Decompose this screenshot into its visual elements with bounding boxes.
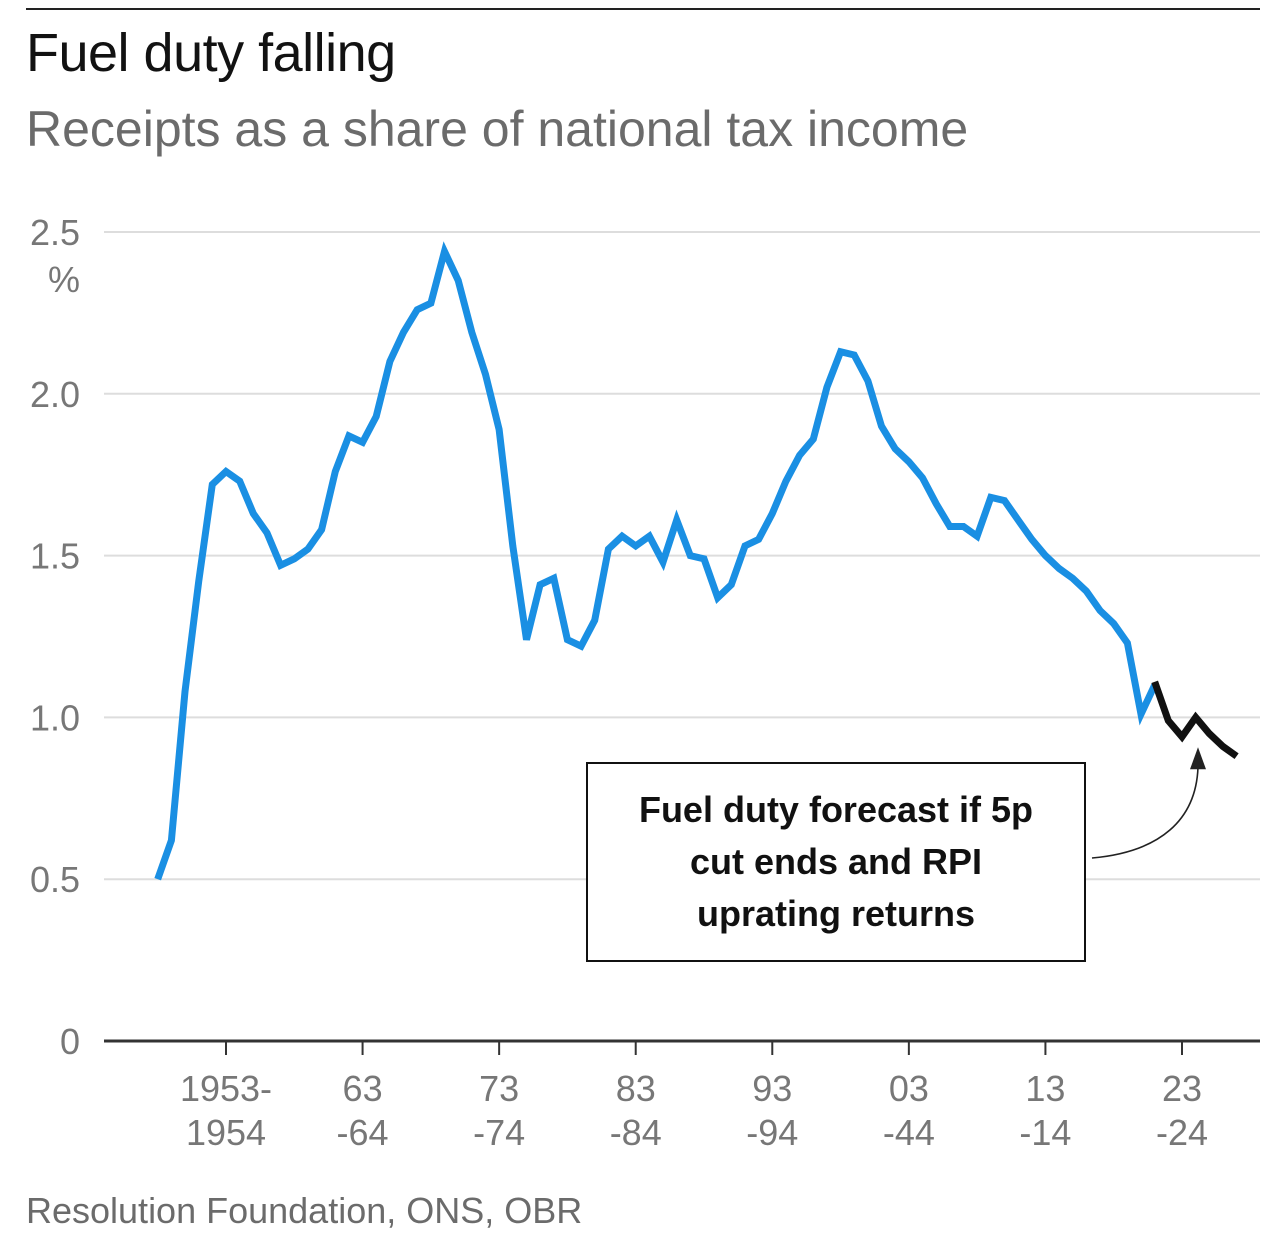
- series-line-forecast: [1151, 680, 1239, 760]
- chart-subtitle: Receipts as a share of national tax inco…: [26, 101, 969, 157]
- x-tick-label: -44: [883, 1112, 935, 1153]
- annotation-arrowhead: [1190, 747, 1206, 770]
- y-tick-label: 2.0: [30, 374, 80, 415]
- x-tick-label: 1954: [186, 1112, 266, 1153]
- y-tick-label: 0: [60, 1021, 80, 1062]
- x-tick-label: -24: [1156, 1112, 1208, 1153]
- x-tick-label: 23: [1162, 1068, 1202, 1109]
- source-note: Resolution Foundation, ONS, OBR: [26, 1190, 583, 1231]
- chart-title: Fuel duty falling: [26, 23, 396, 83]
- x-tick-label: -94: [746, 1112, 798, 1153]
- x-tick-label: 63: [343, 1068, 383, 1109]
- y-tick-label: 0.5: [30, 859, 80, 900]
- forecast-annotation-box: Fuel duty forecast if 5p cut ends and RP…: [586, 762, 1086, 962]
- x-tick-label: -84: [610, 1112, 662, 1153]
- y-tick-label: 2.5: [30, 212, 80, 253]
- y-tick-label: 1.5: [30, 536, 80, 577]
- x-tick-label: 13: [1025, 1068, 1065, 1109]
- series-line-actual: [154, 241, 1158, 881]
- annotation-arrow-line: [1091, 767, 1199, 859]
- x-tick-label: 93: [752, 1068, 792, 1109]
- y-unit-label: %: [48, 259, 80, 300]
- x-tick-label: 73: [479, 1068, 519, 1109]
- top-rule: [26, 8, 1260, 10]
- forecast-annotation-text: Fuel duty forecast if 5p cut ends and RP…: [638, 788, 1034, 935]
- x-tick-label: -64: [337, 1112, 389, 1153]
- x-tick-label: 83: [616, 1068, 656, 1109]
- y-tick-label: 1.0: [30, 697, 80, 738]
- x-tick-label: 1953-: [180, 1068, 272, 1109]
- x-tick-label: 03: [889, 1068, 929, 1109]
- x-tick-label: -74: [473, 1112, 525, 1153]
- x-tick-label: -14: [1019, 1112, 1071, 1153]
